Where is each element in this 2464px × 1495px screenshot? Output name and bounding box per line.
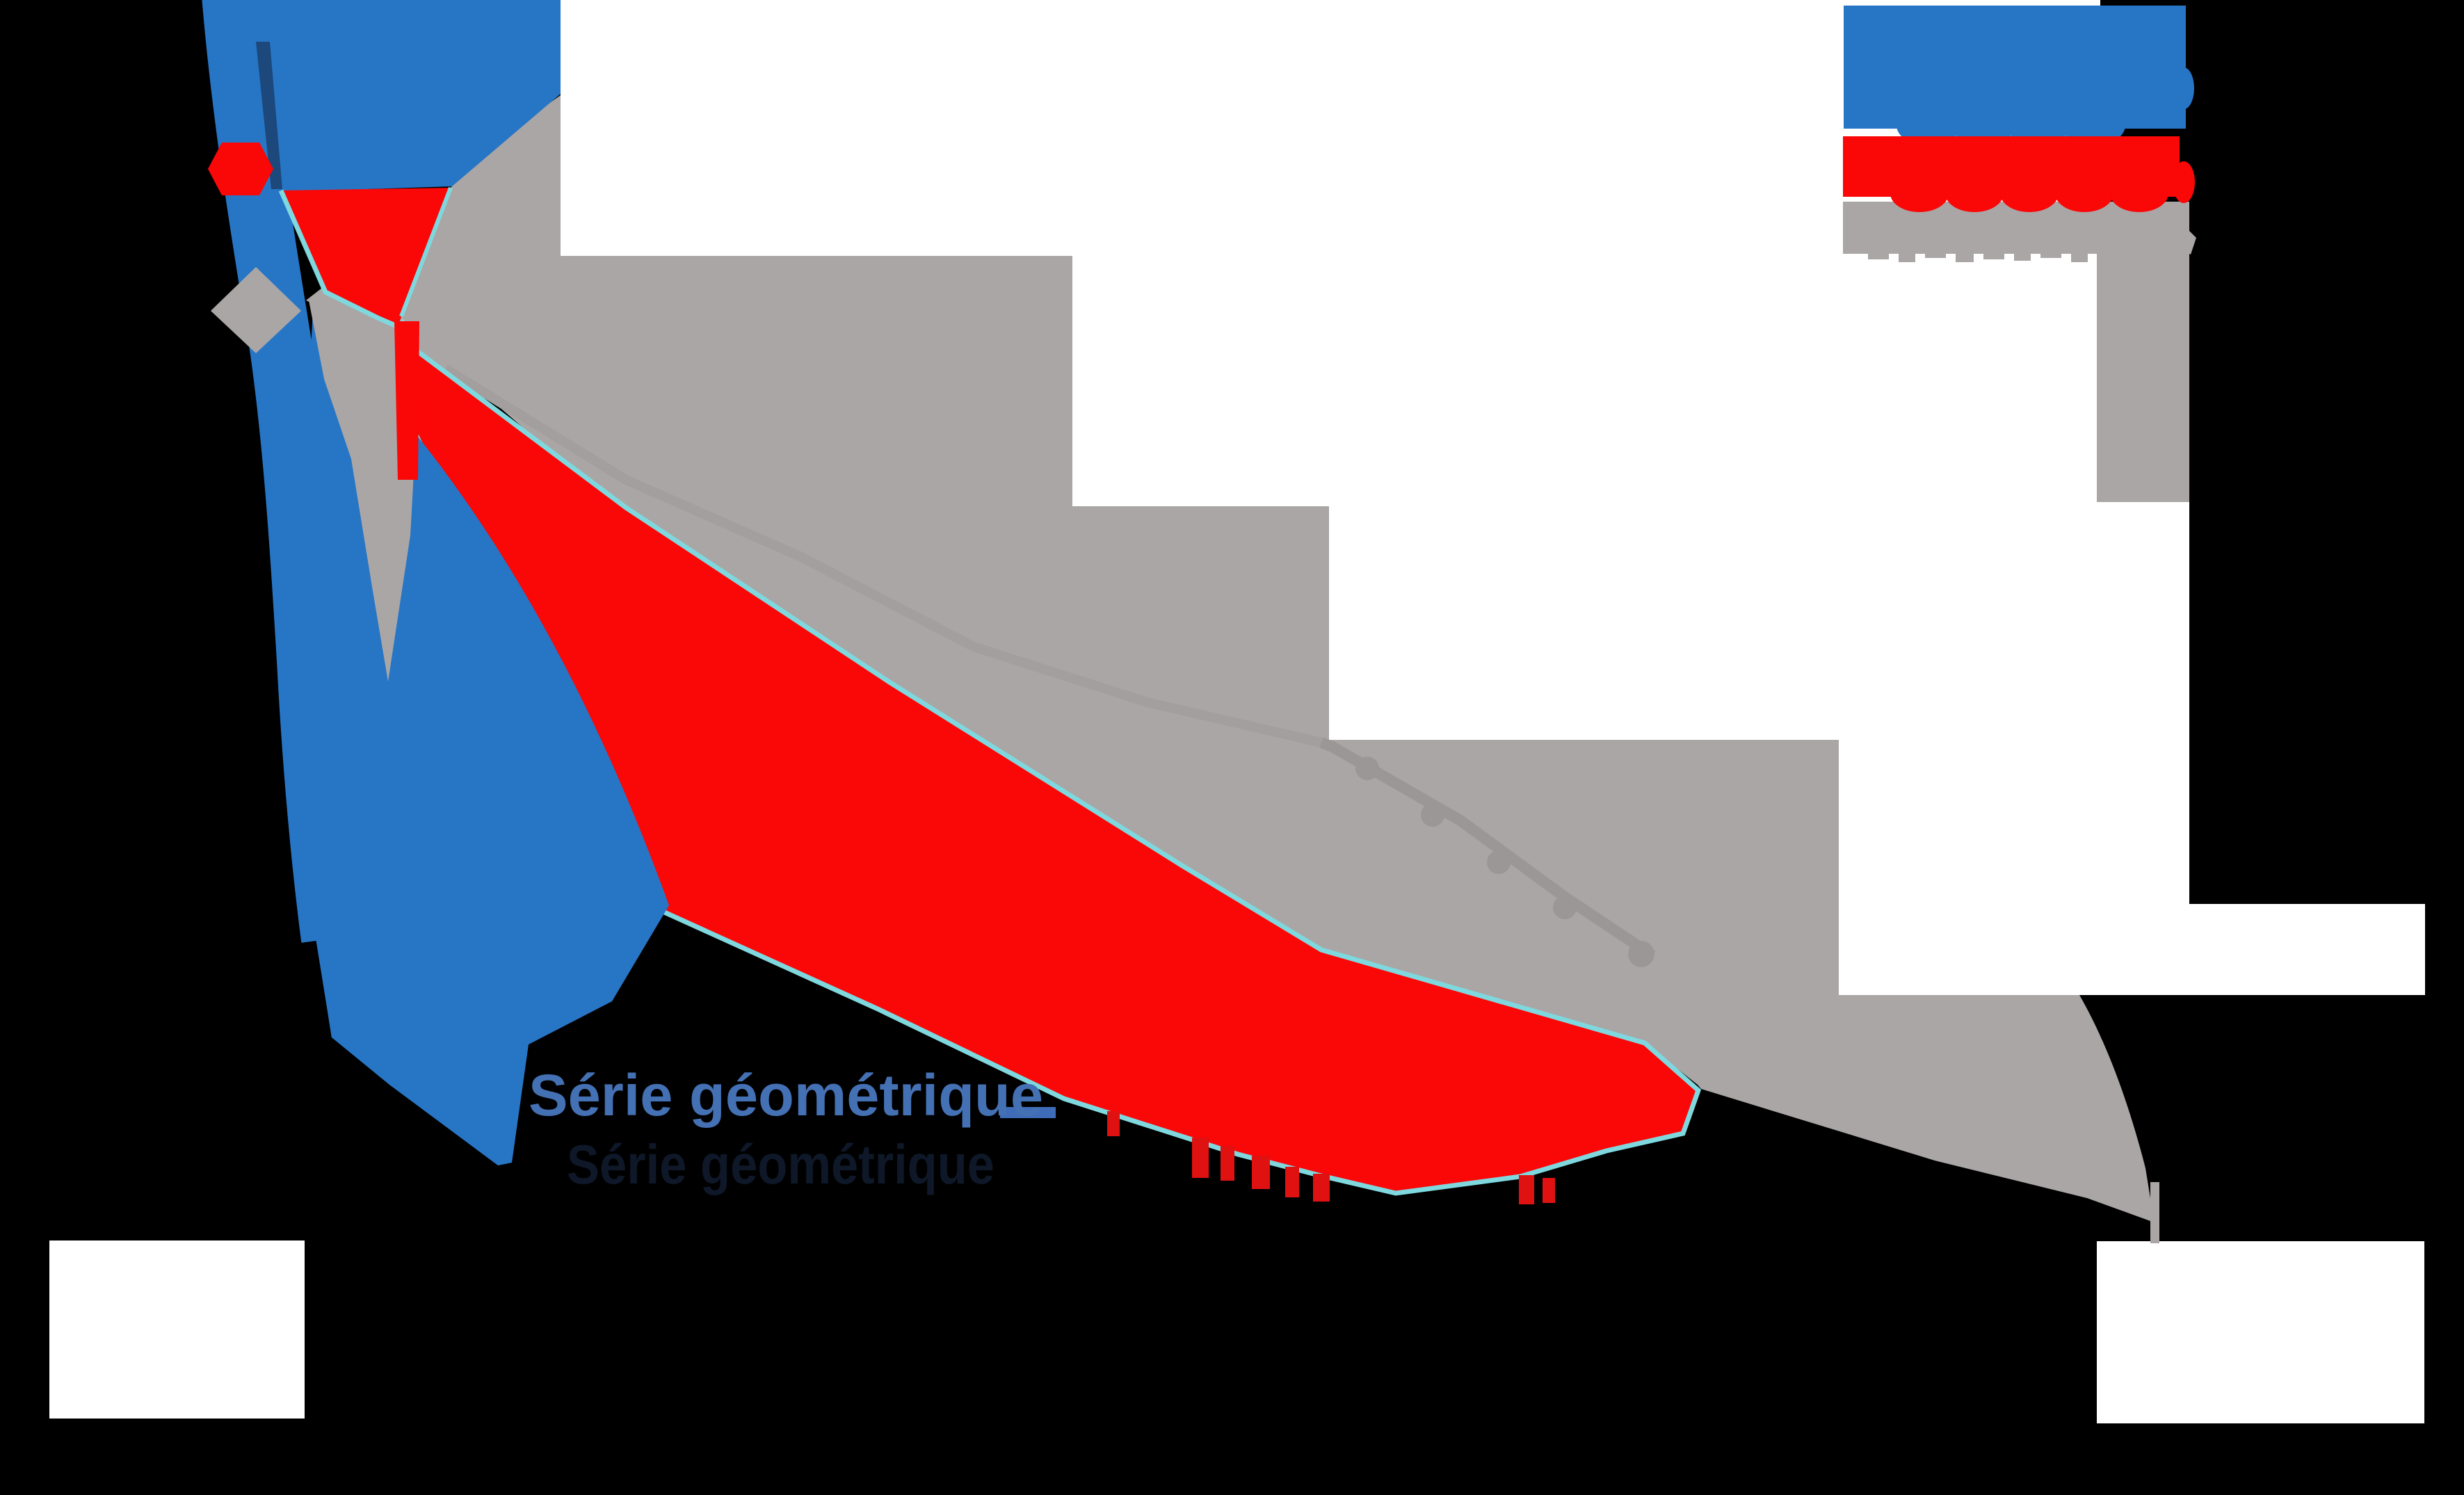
svg-text:Série géométrique: Série géométrique	[567, 1133, 995, 1195]
svg-text:Série géométrique: Série géométrique	[529, 1062, 1043, 1128]
